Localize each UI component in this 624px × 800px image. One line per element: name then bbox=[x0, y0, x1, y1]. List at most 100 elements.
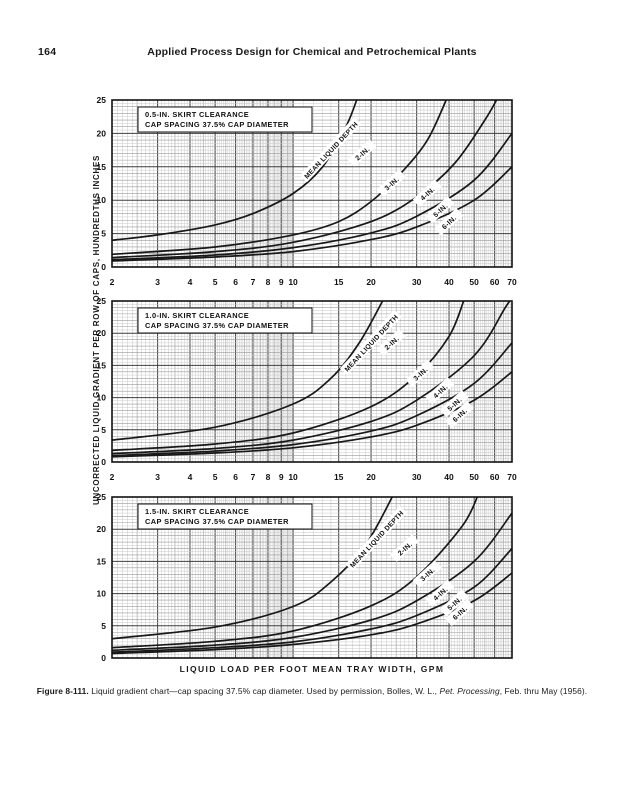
svg-text:10: 10 bbox=[97, 393, 107, 403]
curve-label-2-in: 2-IN. bbox=[390, 534, 419, 562]
x-axis-label: LIQUID LOAD PER FOOT MEAN TRAY WIDTH, GP… bbox=[179, 664, 445, 674]
svg-text:25: 25 bbox=[97, 95, 107, 105]
svg-text:6: 6 bbox=[233, 472, 238, 482]
curve-3-in bbox=[112, 100, 448, 256]
chart-title-line2: CAP SPACING 37.5% CAP DIAMETER bbox=[145, 120, 289, 129]
svg-text:20: 20 bbox=[97, 524, 107, 534]
svg-text:25: 25 bbox=[97, 492, 107, 502]
curve-4-in bbox=[112, 100, 498, 259]
plot-border bbox=[111, 496, 513, 659]
svg-text:2: 2 bbox=[110, 277, 115, 287]
svg-text:5: 5 bbox=[213, 472, 218, 482]
svg-text:60: 60 bbox=[490, 277, 500, 287]
svg-text:50: 50 bbox=[469, 277, 479, 287]
curve-6-in bbox=[112, 572, 512, 655]
svg-text:6: 6 bbox=[233, 277, 238, 287]
curves bbox=[112, 301, 512, 458]
curve-5-in bbox=[112, 342, 512, 457]
curve-6-in bbox=[112, 166, 512, 262]
chart-title-line2: CAP SPACING 37.5% CAP DIAMETER bbox=[145, 321, 289, 330]
curve-6-in bbox=[112, 371, 512, 458]
chart-title-line1: 1.5-IN. SKIRT CLEARANCE bbox=[145, 507, 249, 516]
svg-text:20: 20 bbox=[97, 328, 107, 338]
svg-text:25: 25 bbox=[97, 296, 107, 306]
svg-text:3-IN.: 3-IN. bbox=[413, 366, 430, 382]
chart-skirt-clearance-0.5in: 0.5-IN. SKIRT CLEARANCE CAP SPACING 37.5%… bbox=[68, 88, 528, 306]
svg-text:20: 20 bbox=[366, 472, 376, 482]
curve-3-in bbox=[112, 301, 465, 452]
svg-text:10: 10 bbox=[97, 589, 107, 599]
svg-text:15: 15 bbox=[334, 277, 344, 287]
svg-text:5: 5 bbox=[101, 621, 106, 631]
y-tick-labels: 0 5 10 15 20 25 bbox=[97, 296, 107, 467]
chart-title-line1: 1.0-IN. SKIRT CLEARANCE bbox=[145, 311, 249, 320]
svg-text:70: 70 bbox=[507, 277, 517, 287]
svg-text:30: 30 bbox=[412, 277, 422, 287]
curve-5-in bbox=[112, 547, 512, 654]
curve-4-in bbox=[112, 512, 512, 652]
svg-text:10: 10 bbox=[288, 277, 298, 287]
svg-text:50: 50 bbox=[469, 472, 479, 482]
figure-caption-body: Liquid gradient chart—cap spacing 37.5% … bbox=[88, 686, 440, 696]
curve-2-in bbox=[112, 301, 384, 441]
svg-text:8: 8 bbox=[266, 277, 271, 287]
curves bbox=[112, 497, 512, 655]
svg-text:4: 4 bbox=[188, 277, 193, 287]
svg-text:40: 40 bbox=[444, 277, 454, 287]
svg-text:15: 15 bbox=[334, 472, 344, 482]
curve-4-in bbox=[112, 301, 511, 455]
figure-caption: Figure 8-111. Liquid gradient chart—cap … bbox=[22, 686, 602, 696]
running-header-title: Applied Process Design for Chemical and … bbox=[147, 46, 477, 58]
chart-skirt-clearance-1.5in: 1.5-IN. SKIRT CLEARANCE CAP SPACING 37.5%… bbox=[68, 485, 528, 685]
svg-text:5: 5 bbox=[101, 425, 106, 435]
svg-text:10: 10 bbox=[288, 472, 298, 482]
svg-text:7: 7 bbox=[251, 472, 256, 482]
x-tick-labels: 2 3 4 5 6 7 8 9 10 15 20 30 40 50 60 70 bbox=[110, 472, 517, 482]
chart-skirt-clearance-1.0in: 1.0-IN. SKIRT CLEARANCE CAP SPACING 37.5%… bbox=[68, 289, 528, 501]
plot-border bbox=[111, 300, 513, 463]
svg-text:5: 5 bbox=[101, 229, 106, 239]
svg-text:40: 40 bbox=[444, 472, 454, 482]
svg-text:70: 70 bbox=[507, 472, 517, 482]
svg-text:60: 60 bbox=[490, 472, 500, 482]
svg-text:8: 8 bbox=[266, 472, 271, 482]
svg-text:0: 0 bbox=[101, 653, 106, 663]
svg-text:30: 30 bbox=[412, 472, 422, 482]
page-number: 164 bbox=[38, 46, 57, 58]
figure-caption-suffix: , Feb. thru May (1956). bbox=[499, 686, 588, 696]
chart-title-line2: CAP SPACING 37.5% CAP DIAMETER bbox=[145, 517, 289, 526]
x-tick-labels: 2 3 4 5 6 7 8 9 10 15 20 30 40 50 60 70 bbox=[110, 277, 517, 287]
svg-text:7: 7 bbox=[251, 277, 256, 287]
svg-text:15: 15 bbox=[97, 360, 107, 370]
svg-text:6-IN.: 6-IN. bbox=[441, 215, 458, 231]
svg-text:3: 3 bbox=[155, 472, 160, 482]
svg-text:0: 0 bbox=[101, 457, 106, 467]
svg-text:20: 20 bbox=[97, 128, 107, 138]
svg-text:10: 10 bbox=[97, 195, 107, 205]
chart-title-line1: 0.5-IN. SKIRT CLEARANCE bbox=[145, 110, 249, 119]
y-tick-labels: 0 5 10 15 20 25 bbox=[97, 95, 107, 272]
curve-3-in bbox=[112, 497, 479, 649]
figure-caption-number: Figure 8-111. bbox=[36, 686, 89, 696]
svg-text:3: 3 bbox=[155, 277, 160, 287]
svg-text:4: 4 bbox=[188, 472, 193, 482]
svg-text:20: 20 bbox=[366, 277, 376, 287]
svg-text:5: 5 bbox=[213, 277, 218, 287]
svg-text:15: 15 bbox=[97, 556, 107, 566]
figure-caption-source: Pet. Processing bbox=[439, 686, 500, 696]
curve-5-in bbox=[112, 132, 512, 261]
svg-text:9: 9 bbox=[279, 472, 284, 482]
curve-label-3-in: 3-IN. bbox=[405, 359, 435, 388]
svg-text:9: 9 bbox=[279, 277, 284, 287]
svg-text:2: 2 bbox=[110, 472, 115, 482]
svg-text:15: 15 bbox=[97, 162, 107, 172]
plot-border bbox=[111, 99, 513, 268]
svg-text:0: 0 bbox=[101, 262, 106, 272]
y-tick-labels: 0 5 10 15 20 25 bbox=[97, 492, 107, 663]
